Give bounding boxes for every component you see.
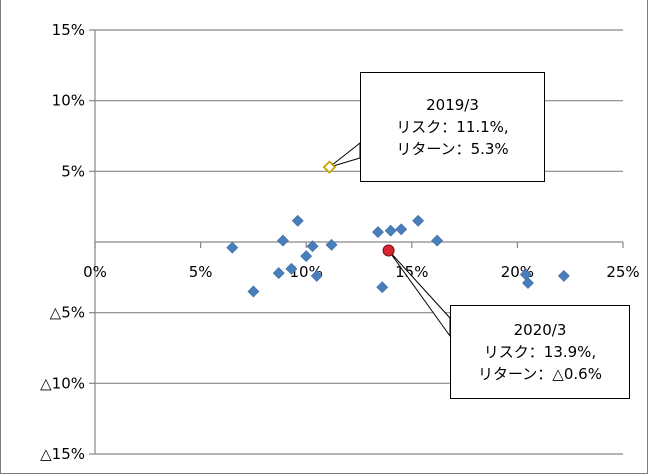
data-point	[395, 223, 408, 236]
y-tick-label: 15%	[52, 21, 85, 39]
data-point	[557, 269, 570, 282]
x-tick-label: 5%	[189, 263, 213, 281]
highlight-point-2020	[382, 244, 395, 257]
data-point	[431, 234, 444, 247]
data-point	[226, 241, 239, 254]
callout-2019: 2019/3 リスク：11.1%, リターン：5.3%	[360, 72, 545, 182]
data-point	[272, 267, 285, 280]
x-axis-ticks: 0% 5% 10% 15% 20% 25%	[83, 263, 640, 281]
callout-2019-line-1: 2019/3	[426, 96, 479, 114]
y-tick-label: △5%	[50, 304, 85, 322]
data-point	[372, 226, 384, 239]
data-points	[226, 214, 570, 298]
data-point	[522, 277, 534, 289]
callout-2020-line-2: リスク：13.9%,	[483, 343, 597, 361]
data-point	[310, 269, 323, 282]
y-tick-label: 10%	[52, 92, 85, 110]
y-tick-label: △15%	[40, 445, 85, 463]
highlighted-points	[322, 160, 395, 257]
callout-2020-line-3: リターン：△0.6%	[478, 365, 602, 383]
data-point	[291, 214, 304, 227]
x-tick-label: 0%	[83, 263, 107, 281]
callout-2020: 2020/3 リスク：13.9%, リターン：△0.6%	[450, 305, 630, 399]
data-point	[325, 238, 338, 251]
x-tick-label: 25%	[606, 263, 639, 281]
callout-2020-line-1: 2020/3	[513, 321, 567, 339]
data-point	[384, 224, 397, 237]
data-point	[376, 281, 389, 294]
data-point	[285, 262, 298, 275]
y-tick-label: 5%	[61, 162, 85, 180]
data-point	[277, 234, 289, 247]
highlight-point-2019	[322, 160, 337, 174]
y-axis-ticks: 15% 10% 5% △5% △10% △15%	[40, 21, 85, 463]
data-point	[412, 214, 425, 227]
data-point	[247, 285, 260, 298]
callout-2019-leader	[329, 141, 361, 168]
data-point	[306, 240, 319, 253]
data-point	[300, 250, 313, 263]
callout-2019-line-3: リターン：5.3%	[396, 140, 509, 158]
callout-2019-line-2: リスク：11.1%,	[396, 118, 509, 136]
y-tick-label: △10%	[40, 374, 85, 392]
